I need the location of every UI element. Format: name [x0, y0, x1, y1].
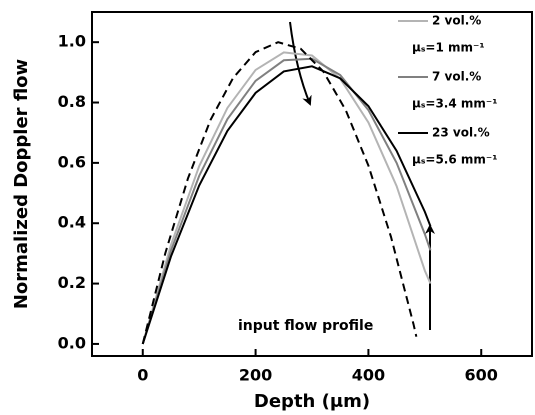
y-tick-label: 0.8	[58, 92, 86, 111]
legend-label: 7 vol.%	[432, 70, 481, 84]
y-tick-label: 0.2	[58, 273, 86, 292]
legend-note: μₛ=3.4 mm⁻¹	[412, 97, 498, 111]
plot-frame	[91, 11, 533, 357]
x-tick-label: 0	[137, 366, 148, 385]
arrow-down	[289, 21, 312, 106]
y-tick-label: 1.0	[58, 32, 86, 51]
y-tick-label: 0.4	[58, 213, 86, 232]
y-tick-label: 0.0	[58, 333, 86, 352]
y-axis-title: Normalized Doppler flow	[11, 59, 32, 309]
x-tick-label: 400	[352, 366, 385, 385]
y-tick-label: 0.6	[58, 152, 86, 171]
annotation: input flow profile	[238, 318, 373, 334]
legend-note: μₛ=5.6 mm⁻¹	[412, 153, 498, 167]
x-tick-label: 200	[239, 366, 272, 385]
series-line	[141, 51, 432, 345]
series-line	[141, 65, 432, 345]
series-line	[141, 57, 432, 345]
series-line	[141, 41, 418, 345]
legend-note: μₛ=1 mm⁻¹	[412, 41, 485, 55]
x-tick-label: 600	[465, 366, 498, 385]
legend-label: 23 vol.%	[432, 126, 490, 140]
legend-label: 2 vol.%	[432, 14, 481, 28]
x-axis-title: Depth (μm)	[254, 391, 370, 412]
